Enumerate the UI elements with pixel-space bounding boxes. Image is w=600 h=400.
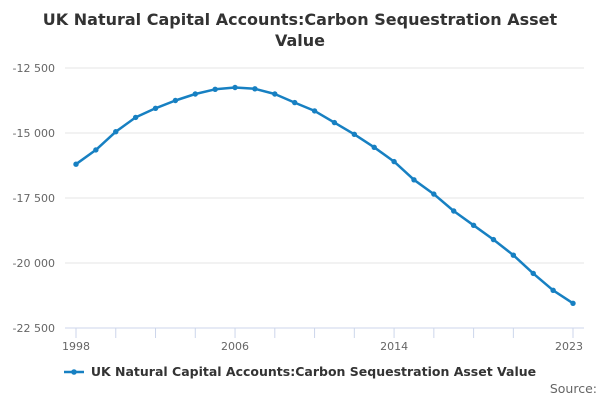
data-point-marker[interactable]	[291, 99, 298, 106]
data-point-marker[interactable]	[212, 86, 218, 93]
legend-label: UK Natural Capital Accounts:Carbon Seque…	[90, 364, 537, 379]
data-point-marker[interactable]	[550, 287, 556, 293]
data-point-marker[interactable]	[93, 147, 99, 153]
data-point-marker[interactable]	[391, 158, 397, 165]
y-axis-tick-label: -22 500	[13, 322, 55, 335]
data-point-marker[interactable]	[530, 270, 536, 277]
x-axis-tick-label: 1998	[62, 340, 90, 353]
chart-title: UK Natural Capital Accounts:Carbon Seque…	[42, 10, 558, 51]
y-axis-tick-label: -15 000	[13, 127, 55, 140]
legend-line-marker-icon	[63, 368, 84, 375]
y-axis-tick-label: -20 000	[13, 257, 55, 270]
series-line	[74, 86, 575, 305]
data-point-marker[interactable]	[172, 97, 179, 104]
data-point-marker[interactable]	[470, 222, 477, 228]
x-axis-tick-label: 2023	[555, 340, 583, 353]
y-axis-tick-label: -17 500	[13, 192, 55, 205]
data-point-marker[interactable]	[272, 91, 278, 97]
data-point-marker[interactable]	[331, 119, 338, 126]
source-label: Source:	[549, 381, 597, 396]
data-point-marker[interactable]	[311, 108, 318, 114]
data-point-marker[interactable]	[132, 114, 139, 121]
data-point-marker[interactable]	[431, 191, 437, 197]
data-point-marker[interactable]	[451, 208, 457, 214]
data-point-marker[interactable]	[570, 300, 576, 306]
y-axis-tick-label: -12 500	[13, 62, 55, 75]
legend-item[interactable]: UK Natural Capital Accounts:Carbon Seque…	[0, 364, 600, 379]
x-axis-tick-label: 2014	[380, 340, 408, 353]
data-point-marker[interactable]	[113, 129, 119, 135]
data-point-marker[interactable]	[252, 86, 258, 92]
data-point-marker[interactable]	[490, 236, 497, 243]
data-point-marker[interactable]	[510, 252, 517, 258]
data-point-marker[interactable]	[371, 144, 377, 150]
data-point-marker[interactable]	[351, 131, 358, 137]
data-point-marker[interactable]	[152, 105, 159, 112]
x-axis-tick-label: 2006	[221, 340, 249, 353]
data-point-marker[interactable]	[232, 84, 238, 91]
data-point-marker[interactable]	[192, 91, 198, 97]
data-point-marker[interactable]	[73, 161, 79, 167]
data-point-marker[interactable]	[411, 177, 417, 183]
